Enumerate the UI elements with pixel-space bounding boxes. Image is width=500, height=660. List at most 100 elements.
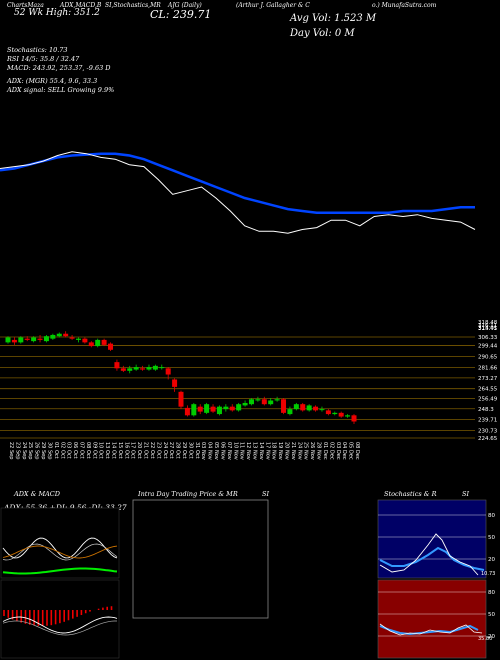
candle-body (95, 339, 101, 347)
date-label: 16 Oct (123, 442, 129, 459)
candle-body (56, 333, 62, 337)
adx-green-line (2, 567, 118, 575)
date-label: 26 Sep (34, 442, 40, 459)
stoch-tick: 20 (488, 557, 495, 563)
candle-body (325, 410, 331, 415)
date-label: 21 Oct (143, 442, 149, 459)
adx-panel (0, 507, 120, 579)
candle-body (43, 336, 49, 342)
stoch-d-line (379, 546, 485, 571)
header-company: (Arthur J. Gallagher & C (236, 2, 310, 9)
candle-body (300, 404, 306, 411)
candle-body (63, 333, 69, 337)
rsi-tick: 50 (488, 612, 495, 618)
close-price: CL: 239.71 (150, 8, 212, 21)
date-label: 24 Nov (296, 442, 302, 460)
candle-body (50, 334, 56, 339)
candle-body (236, 404, 242, 411)
date-label: 03 Dec (335, 442, 341, 460)
header-symbol: AJG (Daily) (168, 2, 202, 9)
date-label: 26 Nov (309, 442, 315, 460)
date-label: 10 Nov (232, 442, 238, 460)
intraday-panel-title: Intra Day Trading Price & MR (138, 490, 238, 498)
candle-body (338, 412, 344, 417)
stoch-panel-title: Stochastics & R (384, 490, 437, 498)
date-label: 13 Oct (104, 442, 110, 459)
stoch-last-value: 10.73 (481, 571, 495, 577)
candle-body (345, 415, 351, 417)
candle-body (255, 399, 261, 401)
stoch-tick: 80 (488, 513, 495, 519)
rsi-tick: 80 (488, 590, 495, 596)
date-label: 30 Oct (187, 442, 193, 459)
date-label: 20 Oct (136, 442, 142, 459)
candle-body (229, 406, 235, 411)
stoch-tick: 50 (488, 535, 495, 541)
price-axis-label: 256.49 (478, 397, 498, 403)
candle-body (248, 399, 254, 405)
stochastics-readout: Stochastics: 10.73 (7, 46, 68, 54)
date-label: 24 Oct (162, 442, 168, 459)
date-label: 06 Oct (72, 442, 78, 459)
candle-body (114, 362, 120, 369)
date-label: 15 Oct (117, 442, 123, 459)
price-axis-label: 273.27 (478, 376, 498, 382)
date-label: 08 Dec (354, 442, 360, 460)
candle-body (274, 399, 280, 401)
date-label: 20 Nov (284, 442, 290, 460)
candle-body (140, 368, 146, 370)
candle-body (242, 402, 248, 406)
candle-body (351, 415, 357, 422)
candle-body (178, 391, 184, 407)
rsi-tick: 20 (488, 634, 495, 640)
price-axis-label: 230.73 (478, 428, 498, 434)
date-label: 01 Oct (53, 442, 59, 459)
header-ticker: ChartsMaza (7, 2, 44, 9)
moving-average-line (0, 152, 475, 215)
rsi-line (379, 623, 483, 636)
date-label: 24 Sep (21, 442, 27, 459)
date-label: 09 Oct (91, 442, 97, 459)
candle-body (159, 367, 165, 369)
date-label: 25 Sep (27, 442, 33, 459)
candle-body (172, 379, 178, 387)
adx-readout: ADX: (MGR) 55.4, 9.6, 33.3 (7, 77, 98, 85)
date-label: 07 Nov (226, 442, 232, 460)
header-indicators-2: SI,Stochastics,MR (105, 2, 161, 9)
candle-body (18, 337, 24, 343)
candle-body (146, 367, 152, 370)
plus-di-line (2, 543, 118, 561)
candle-body (101, 339, 107, 345)
price-axis-label: 318.48 (478, 320, 498, 326)
minus-di-line (2, 545, 118, 559)
candle-body (210, 406, 216, 412)
candle-body (165, 368, 171, 375)
candle-body (88, 342, 94, 347)
date-label: 23 Oct (155, 442, 161, 459)
candle-body (24, 338, 30, 340)
candle-body (281, 399, 287, 413)
candle-body (191, 404, 197, 416)
close-price-line (0, 151, 476, 234)
candle-body (287, 409, 293, 415)
adx-panel-readout: ADX: 55.36 +DI: 9.56 -DI: 33.27 (4, 503, 127, 512)
candle-body (261, 399, 267, 405)
date-label: 19 Nov (277, 442, 283, 460)
candle-body (268, 400, 274, 405)
intraday-panel (132, 499, 269, 619)
date-label: 29 Oct (181, 442, 187, 459)
date-label: 14 Oct (111, 442, 117, 459)
candle-body (11, 339, 17, 343)
date-label: 04 Dec (341, 442, 347, 460)
price-axis-label: 248.3 (478, 407, 494, 413)
stoch-k-line (379, 533, 479, 576)
date-label: 03 Nov (200, 442, 206, 460)
candle-body (69, 337, 75, 339)
candle-body (223, 406, 229, 410)
date-label: 01 Dec (322, 442, 328, 460)
rsi-last-value: 35.80 (478, 636, 492, 642)
candle-body (82, 338, 88, 343)
date-label: 03 Oct (66, 442, 72, 459)
